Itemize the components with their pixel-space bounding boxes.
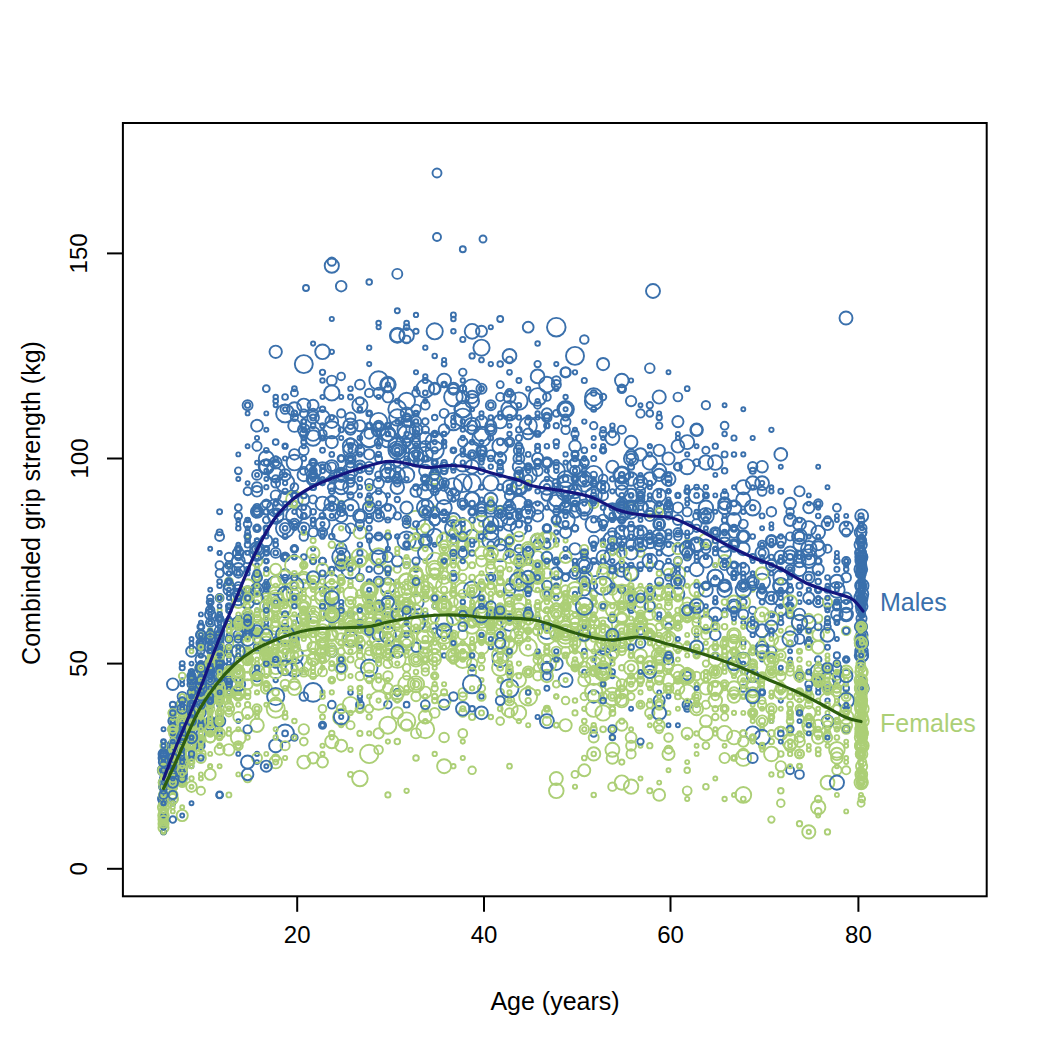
- svg-text:Combinded grip strength (kg): Combinded grip strength (kg): [17, 341, 45, 665]
- svg-text:40: 40: [471, 921, 498, 948]
- svg-text:20: 20: [284, 921, 311, 948]
- svg-text:60: 60: [657, 921, 684, 948]
- svg-text:0: 0: [66, 862, 93, 875]
- svg-text:Females: Females: [880, 709, 976, 737]
- svg-text:Males: Males: [880, 588, 947, 616]
- svg-text:50: 50: [66, 650, 93, 677]
- svg-text:80: 80: [845, 921, 872, 948]
- svg-text:150: 150: [66, 233, 93, 273]
- svg-text:100: 100: [66, 438, 93, 478]
- svg-text:Age (years): Age (years): [490, 987, 619, 1015]
